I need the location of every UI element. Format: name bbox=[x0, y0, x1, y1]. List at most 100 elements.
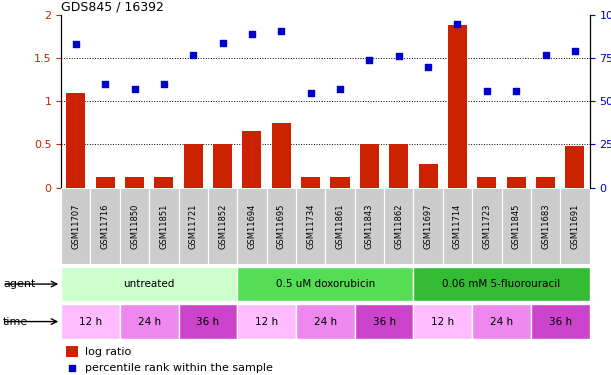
Point bbox=[394, 53, 404, 59]
Point bbox=[541, 52, 551, 58]
Bar bbox=[414, 188, 443, 264]
Text: agent: agent bbox=[3, 279, 35, 289]
Bar bbox=[178, 304, 237, 339]
Text: 36 h: 36 h bbox=[196, 316, 219, 327]
Text: 24 h: 24 h bbox=[490, 316, 513, 327]
Text: 0.06 mM 5-fluorouracil: 0.06 mM 5-fluorouracil bbox=[442, 279, 561, 289]
Text: GSM11683: GSM11683 bbox=[541, 203, 550, 249]
Bar bbox=[414, 267, 590, 301]
Text: GSM11716: GSM11716 bbox=[101, 203, 109, 249]
Bar bbox=[565, 146, 585, 188]
Bar bbox=[208, 188, 237, 264]
Text: GSM11721: GSM11721 bbox=[189, 203, 198, 249]
Point bbox=[188, 52, 198, 58]
Bar bbox=[477, 177, 496, 188]
Point bbox=[218, 40, 227, 46]
Text: 12 h: 12 h bbox=[79, 316, 102, 327]
Text: 36 h: 36 h bbox=[549, 316, 572, 327]
Bar bbox=[125, 177, 144, 188]
Point bbox=[130, 86, 139, 92]
Bar bbox=[178, 188, 208, 264]
Bar bbox=[536, 177, 555, 188]
Text: GSM11714: GSM11714 bbox=[453, 203, 462, 249]
Bar bbox=[331, 177, 349, 188]
Bar bbox=[213, 144, 232, 188]
Text: GSM11861: GSM11861 bbox=[335, 203, 345, 249]
Bar bbox=[149, 188, 178, 264]
Bar bbox=[296, 304, 355, 339]
Text: 12 h: 12 h bbox=[431, 316, 455, 327]
Bar bbox=[325, 188, 355, 264]
Bar bbox=[472, 188, 502, 264]
Text: GSM11862: GSM11862 bbox=[394, 203, 403, 249]
Point bbox=[71, 41, 81, 47]
Bar bbox=[384, 188, 414, 264]
Bar bbox=[301, 177, 320, 188]
Text: GSM11695: GSM11695 bbox=[277, 203, 286, 249]
Bar bbox=[272, 123, 291, 188]
Bar bbox=[237, 267, 414, 301]
Bar bbox=[237, 304, 296, 339]
Point bbox=[247, 31, 257, 37]
Point bbox=[159, 81, 169, 87]
Bar bbox=[355, 188, 384, 264]
Text: 0.5 uM doxorubicin: 0.5 uM doxorubicin bbox=[276, 279, 375, 289]
Bar bbox=[502, 188, 531, 264]
Text: time: time bbox=[3, 316, 28, 327]
Bar bbox=[95, 177, 115, 188]
Bar bbox=[120, 188, 149, 264]
Text: GSM11707: GSM11707 bbox=[71, 203, 80, 249]
Point bbox=[100, 81, 110, 87]
Text: 24 h: 24 h bbox=[137, 316, 161, 327]
Text: GDS845 / 16392: GDS845 / 16392 bbox=[61, 1, 164, 14]
Bar bbox=[61, 304, 120, 339]
Text: log ratio: log ratio bbox=[85, 347, 131, 357]
Bar bbox=[448, 26, 467, 188]
Bar bbox=[419, 164, 437, 188]
Bar bbox=[472, 304, 531, 339]
Text: 36 h: 36 h bbox=[373, 316, 396, 327]
Bar bbox=[155, 177, 174, 188]
Text: percentile rank within the sample: percentile rank within the sample bbox=[85, 363, 273, 373]
Bar bbox=[443, 188, 472, 264]
Bar bbox=[560, 188, 590, 264]
Bar bbox=[67, 346, 78, 357]
Point bbox=[482, 88, 492, 94]
Bar bbox=[355, 304, 414, 339]
Text: 24 h: 24 h bbox=[314, 316, 337, 327]
Point bbox=[423, 64, 433, 70]
Text: GSM11697: GSM11697 bbox=[423, 203, 433, 249]
Bar bbox=[237, 188, 266, 264]
Bar bbox=[531, 304, 590, 339]
Text: GSM11845: GSM11845 bbox=[511, 203, 521, 249]
Bar bbox=[414, 304, 472, 339]
Text: GSM11691: GSM11691 bbox=[571, 203, 579, 249]
Bar bbox=[389, 144, 408, 188]
Point bbox=[67, 365, 77, 371]
Point bbox=[570, 48, 580, 54]
Bar bbox=[61, 267, 237, 301]
Bar bbox=[61, 188, 90, 264]
Bar bbox=[90, 188, 120, 264]
Point bbox=[335, 86, 345, 92]
Bar bbox=[507, 177, 525, 188]
Text: GSM11851: GSM11851 bbox=[159, 203, 169, 249]
Bar bbox=[66, 93, 86, 188]
Bar bbox=[184, 144, 203, 188]
Text: GSM11734: GSM11734 bbox=[306, 203, 315, 249]
Point bbox=[453, 21, 463, 27]
Point bbox=[365, 57, 375, 63]
Bar bbox=[531, 188, 560, 264]
Text: GSM11694: GSM11694 bbox=[247, 203, 257, 249]
Point bbox=[306, 90, 315, 96]
Text: GSM11723: GSM11723 bbox=[482, 203, 491, 249]
Point bbox=[511, 88, 521, 94]
Text: GSM11843: GSM11843 bbox=[365, 203, 374, 249]
Bar bbox=[120, 304, 178, 339]
Point bbox=[276, 27, 286, 33]
Text: GSM11850: GSM11850 bbox=[130, 203, 139, 249]
Bar bbox=[296, 188, 325, 264]
Text: GSM11852: GSM11852 bbox=[218, 203, 227, 249]
Text: 12 h: 12 h bbox=[255, 316, 278, 327]
Bar bbox=[266, 188, 296, 264]
